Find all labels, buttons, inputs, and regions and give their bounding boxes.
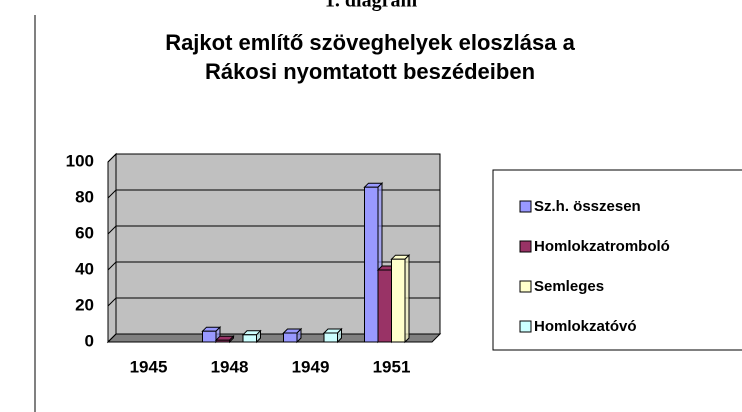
legend bbox=[492, 169, 742, 351]
bar bbox=[202, 330, 217, 343]
x-tick-label: 1949 bbox=[292, 357, 330, 376]
y-tick-label: 80 bbox=[75, 187, 94, 206]
chart-title: Rajkot említő szöveghelyek eloszlása a bbox=[165, 30, 575, 55]
grid-line bbox=[107, 225, 440, 235]
y-tick-label: 60 bbox=[75, 223, 94, 242]
bar bbox=[377, 269, 392, 343]
y-tick-label: 0 bbox=[85, 331, 94, 350]
x-tick-label: 1951 bbox=[373, 357, 411, 376]
y-tick-label: 100 bbox=[66, 151, 94, 170]
bar bbox=[242, 334, 257, 343]
y-tick-label: 20 bbox=[75, 295, 94, 314]
bar-side bbox=[404, 253, 410, 344]
caption: 1. diagram bbox=[325, 0, 418, 12]
grid-line bbox=[107, 189, 440, 199]
y-tick-label: 40 bbox=[75, 259, 94, 278]
chart-title: Rákosi nyomtatott beszédeiben bbox=[205, 59, 535, 84]
bar bbox=[215, 339, 230, 343]
legend-label: Homlokzatóvó bbox=[534, 318, 637, 335]
bar bbox=[323, 332, 338, 343]
bar bbox=[283, 332, 298, 343]
x-tick-label: 1945 bbox=[130, 357, 168, 376]
legend-swatch bbox=[519, 240, 532, 253]
grid-line bbox=[107, 153, 440, 163]
legend-swatch bbox=[519, 280, 532, 293]
plot-side bbox=[107, 152, 117, 344]
legend-label: Homlokzatromboló bbox=[534, 238, 670, 255]
legend-label: Sz.h. összesen bbox=[534, 198, 641, 215]
bar bbox=[364, 186, 379, 343]
grid-line bbox=[107, 261, 440, 271]
legend-swatch bbox=[519, 200, 532, 213]
legend-label: Semleges bbox=[534, 278, 604, 295]
legend-swatch bbox=[519, 320, 532, 333]
bar bbox=[391, 258, 406, 343]
x-tick-label: 1948 bbox=[211, 357, 249, 376]
grid-line bbox=[107, 297, 440, 307]
